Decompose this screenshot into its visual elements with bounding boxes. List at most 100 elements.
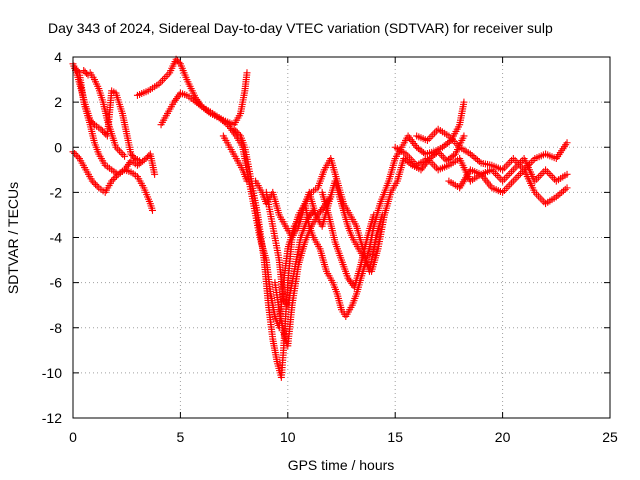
data-point — [432, 164, 440, 172]
data-point — [493, 171, 501, 179]
data-point — [74, 153, 82, 161]
data-point — [327, 193, 335, 201]
data-point — [547, 171, 555, 179]
x-tick-label: 15 — [387, 429, 403, 445]
data-point — [500, 175, 508, 183]
series-trace-n — [271, 193, 335, 350]
data-point — [509, 177, 517, 185]
data-point — [513, 173, 521, 181]
data-point — [509, 166, 517, 174]
data-point — [504, 171, 512, 179]
data-point — [429, 160, 437, 168]
data-point — [545, 170, 553, 178]
data-point — [100, 129, 108, 137]
x-tick-label: 20 — [495, 429, 511, 445]
series-trace-l — [445, 139, 571, 196]
series-trace-h — [252, 155, 386, 275]
y-tick-label: 2 — [54, 94, 62, 110]
data-point — [243, 177, 251, 185]
data-point — [109, 175, 117, 183]
y-tick-label: -2 — [50, 184, 63, 200]
data-point — [517, 162, 524, 170]
grid-lines — [73, 57, 610, 418]
data-point — [502, 173, 510, 181]
data-point — [515, 171, 523, 179]
data-point — [511, 175, 519, 183]
data-point — [515, 160, 523, 168]
data-point — [148, 206, 156, 214]
data-point — [93, 182, 101, 190]
data-point — [72, 151, 80, 159]
data-point — [420, 149, 428, 157]
series-trace-i — [219, 132, 251, 185]
data-point — [534, 192, 542, 200]
data-point — [117, 149, 125, 157]
data-point — [542, 166, 550, 174]
data-point — [470, 153, 478, 161]
data-point — [472, 155, 480, 163]
data-point — [157, 78, 165, 86]
data-point — [508, 179, 516, 187]
data-point — [563, 170, 571, 178]
data-point — [160, 74, 168, 82]
series-trace-o — [318, 188, 378, 291]
series-trace-k — [413, 125, 571, 208]
y-tick-label: -12 — [42, 410, 62, 426]
data-point — [92, 180, 100, 188]
data-point — [509, 155, 517, 163]
data-point — [495, 173, 503, 181]
data-point — [121, 152, 129, 160]
data-point — [162, 73, 170, 81]
data-point — [506, 158, 514, 166]
y-tick-label: 0 — [54, 139, 62, 155]
data-point — [504, 183, 512, 191]
data-point — [71, 149, 79, 157]
data-points — [69, 55, 571, 381]
data-point — [83, 70, 91, 78]
data-point — [130, 153, 138, 161]
data-point — [151, 170, 159, 178]
x-tick-label: 10 — [280, 429, 296, 445]
data-point — [222, 119, 230, 127]
data-point — [370, 211, 378, 219]
data-point — [504, 160, 512, 168]
data-point — [474, 156, 482, 164]
x-axis-label: GPS time / hours — [288, 457, 395, 473]
y-tick-label: 4 — [54, 49, 62, 65]
data-point — [538, 170, 546, 178]
data-point — [425, 135, 433, 143]
data-point — [460, 98, 468, 106]
y-tick-label: -6 — [50, 275, 63, 291]
data-point — [511, 156, 519, 164]
data-point — [559, 187, 567, 195]
x-tick-label: 25 — [602, 429, 618, 445]
data-point — [310, 206, 318, 214]
data-point — [230, 125, 238, 133]
data-point — [159, 76, 166, 84]
x-tick-label: 0 — [69, 429, 77, 445]
data-point — [111, 174, 119, 182]
data-point — [513, 158, 521, 166]
series-trace-e — [133, 55, 251, 129]
data-point — [97, 125, 105, 133]
x-tick-label: 5 — [177, 429, 185, 445]
data-point — [556, 190, 564, 198]
data-point — [563, 139, 571, 147]
y-tick-label: -8 — [50, 320, 63, 336]
data-point — [88, 177, 96, 185]
data-point — [205, 108, 213, 116]
data-point — [378, 211, 386, 219]
data-point — [115, 147, 123, 155]
data-point — [233, 129, 241, 137]
data-point — [506, 181, 514, 189]
data-point — [243, 69, 251, 77]
data-point — [506, 170, 514, 178]
y-axis-label: SDTVAR / TECUs — [5, 182, 21, 294]
data-point — [536, 194, 544, 202]
data-point — [543, 168, 551, 176]
plot-frame — [72, 56, 611, 419]
data-point — [235, 130, 243, 138]
chart-title: Day 343 of 2024, Sidereal Day-to-day VTE… — [48, 20, 553, 36]
data-point — [460, 132, 468, 140]
